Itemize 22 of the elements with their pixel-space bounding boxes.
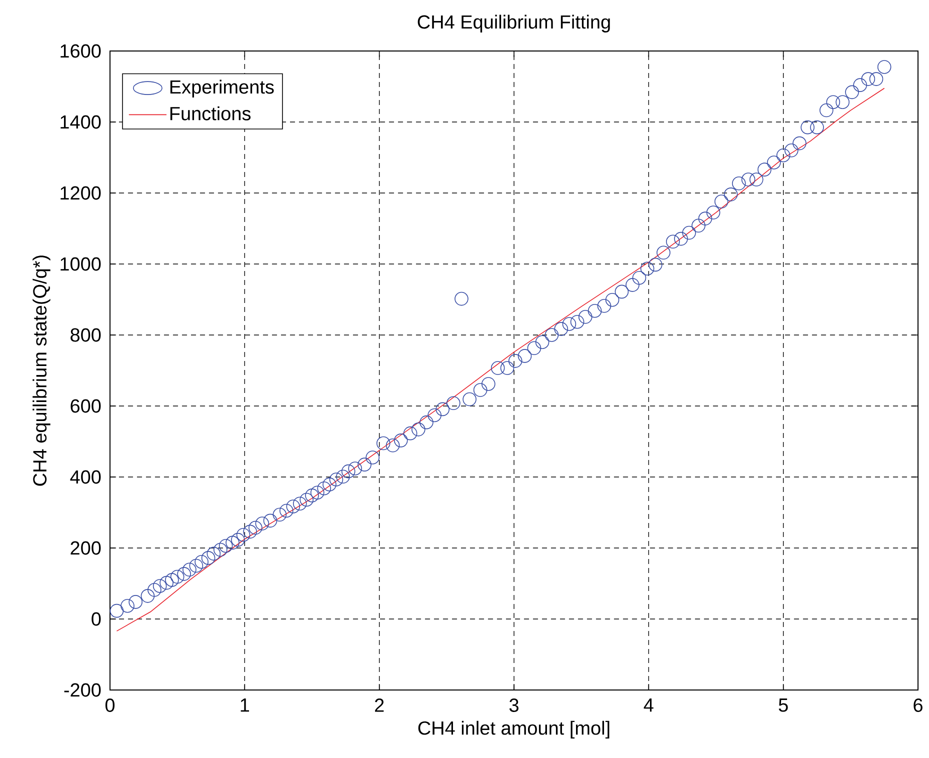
x-tick-label: 1 (240, 698, 250, 712)
x-tick-label: 2 (375, 698, 384, 712)
y-tick-label: 1000 (60, 257, 101, 271)
y-tick-label: 800 (70, 328, 101, 342)
x-tick-label: 0 (105, 698, 115, 712)
y-tick-label: 1600 (60, 44, 101, 58)
y-tick-label: 200 (70, 541, 101, 555)
x-tick-label: 6 (914, 698, 922, 712)
chart-title: CH4 Equilibrium Fitting (418, 14, 610, 32)
x-tick-label: 4 (644, 698, 654, 712)
y-tick-label: -200 (64, 683, 101, 697)
y-tick-label: 400 (70, 470, 101, 484)
legend-label: Experiments (170, 80, 274, 98)
y-tick-label: 1200 (60, 186, 101, 200)
legend-label: Functions (170, 106, 251, 120)
y-tick-label: 0 (92, 612, 101, 626)
y-tick-label: 1400 (60, 115, 101, 129)
x-tick-label: 5 (778, 698, 788, 712)
x-axis-title: CH4 inlet amount [mol] (418, 720, 610, 739)
y-axis-title: CH4 equilibrium state(Q/q*) (32, 256, 50, 486)
y-tick-label: 600 (70, 399, 101, 413)
x-tick-label: 3 (509, 698, 518, 712)
